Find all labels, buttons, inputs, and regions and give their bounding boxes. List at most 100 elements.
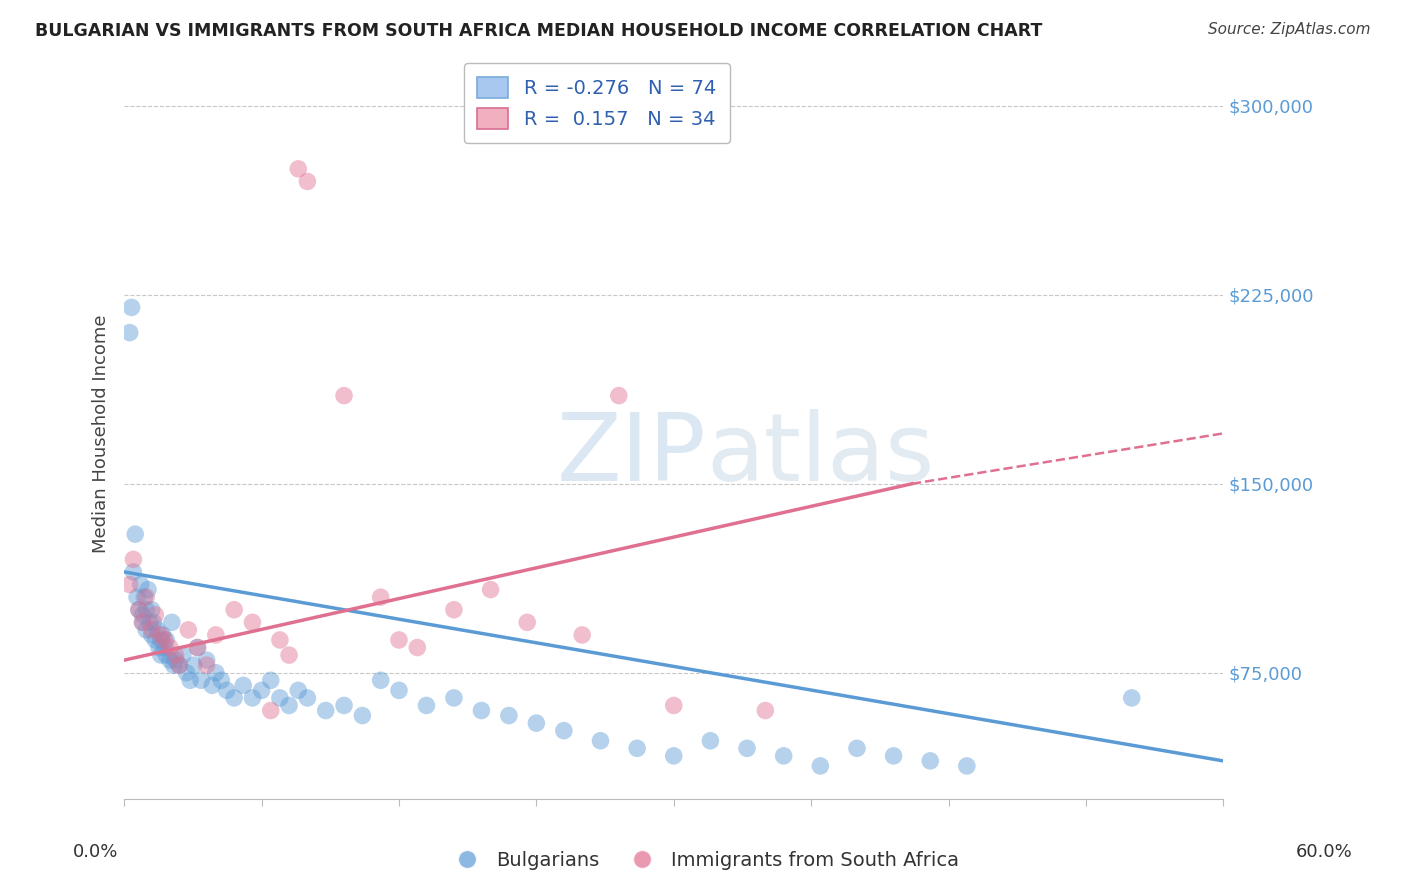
Point: [128, 603, 150, 617]
Text: atlas: atlas: [707, 409, 935, 501]
Point: [167, 658, 190, 673]
Point: [553, 723, 575, 738]
Point: [278, 648, 301, 662]
Point: [333, 698, 356, 713]
Point: [186, 640, 208, 655]
Point: [195, 658, 218, 673]
Point: [242, 690, 264, 705]
Point: [136, 582, 159, 597]
Point: [128, 603, 150, 617]
Point: [204, 628, 226, 642]
Point: [159, 640, 181, 655]
Point: [146, 623, 169, 637]
Point: [139, 615, 162, 630]
Point: [260, 673, 283, 688]
Point: [498, 708, 520, 723]
Point: [183, 658, 205, 673]
Point: [1121, 690, 1143, 705]
Text: ZIP: ZIP: [557, 409, 707, 501]
Point: [287, 161, 309, 176]
Point: [142, 615, 165, 630]
Point: [297, 174, 319, 188]
Point: [118, 577, 141, 591]
Point: [662, 748, 685, 763]
Point: [388, 683, 411, 698]
Point: [370, 590, 392, 604]
Point: [626, 741, 648, 756]
Point: [165, 648, 187, 662]
Point: [163, 658, 186, 673]
Point: [571, 628, 593, 642]
Point: [135, 603, 157, 617]
Point: [470, 704, 492, 718]
Point: [845, 741, 868, 756]
Point: [370, 673, 392, 688]
Point: [589, 733, 612, 747]
Point: [269, 632, 291, 647]
Point: [135, 623, 157, 637]
Legend: Bulgarians, Immigrants from South Africa: Bulgarians, Immigrants from South Africa: [439, 843, 967, 878]
Point: [735, 741, 758, 756]
Point: [699, 733, 721, 747]
Point: [155, 632, 177, 647]
Point: [172, 648, 194, 662]
Point: [352, 708, 374, 723]
Point: [190, 673, 212, 688]
Point: [131, 615, 153, 630]
Point: [242, 615, 264, 630]
Point: [224, 690, 246, 705]
Point: [443, 690, 465, 705]
Point: [148, 640, 170, 655]
Point: [176, 665, 198, 680]
Point: [215, 683, 238, 698]
Point: [186, 640, 208, 655]
Point: [179, 673, 201, 688]
Point: [754, 704, 776, 718]
Point: [772, 748, 794, 763]
Legend: R = -0.276   N = 74, R =  0.157   N = 34: R = -0.276 N = 74, R = 0.157 N = 34: [464, 63, 730, 143]
Point: [516, 615, 538, 630]
Point: [152, 628, 174, 642]
Point: [141, 623, 163, 637]
Point: [122, 552, 145, 566]
Point: [479, 582, 502, 597]
Point: [149, 628, 172, 642]
Point: [883, 748, 905, 763]
Point: [141, 603, 163, 617]
Point: [920, 754, 942, 768]
Point: [232, 678, 254, 692]
Text: 0.0%: 0.0%: [73, 843, 118, 861]
Point: [124, 527, 146, 541]
Point: [149, 632, 172, 647]
Text: BULGARIAN VS IMMIGRANTS FROM SOUTH AFRICA MEDIAN HOUSEHOLD INCOME CORRELATION CH: BULGARIAN VS IMMIGRANTS FROM SOUTH AFRIC…: [35, 22, 1042, 40]
Point: [135, 590, 157, 604]
Point: [662, 698, 685, 713]
Point: [155, 648, 177, 662]
Point: [118, 326, 141, 340]
Point: [131, 607, 153, 622]
Point: [204, 665, 226, 680]
Point: [195, 653, 218, 667]
Point: [269, 690, 291, 705]
Point: [143, 632, 166, 647]
Point: [209, 673, 232, 688]
Point: [250, 683, 273, 698]
Text: 60.0%: 60.0%: [1296, 843, 1353, 861]
Point: [131, 615, 153, 630]
Text: Source: ZipAtlas.com: Source: ZipAtlas.com: [1208, 22, 1371, 37]
Point: [167, 658, 190, 673]
Point: [122, 565, 145, 579]
Point: [149, 648, 172, 662]
Point: [129, 577, 152, 591]
Point: [956, 759, 979, 773]
Point: [165, 653, 187, 667]
Point: [388, 632, 411, 647]
Point: [160, 615, 183, 630]
Point: [260, 704, 283, 718]
Point: [134, 590, 156, 604]
Point: [224, 603, 246, 617]
Point: [159, 653, 181, 667]
Point: [121, 301, 143, 315]
Point: [315, 704, 337, 718]
Point: [297, 690, 319, 705]
